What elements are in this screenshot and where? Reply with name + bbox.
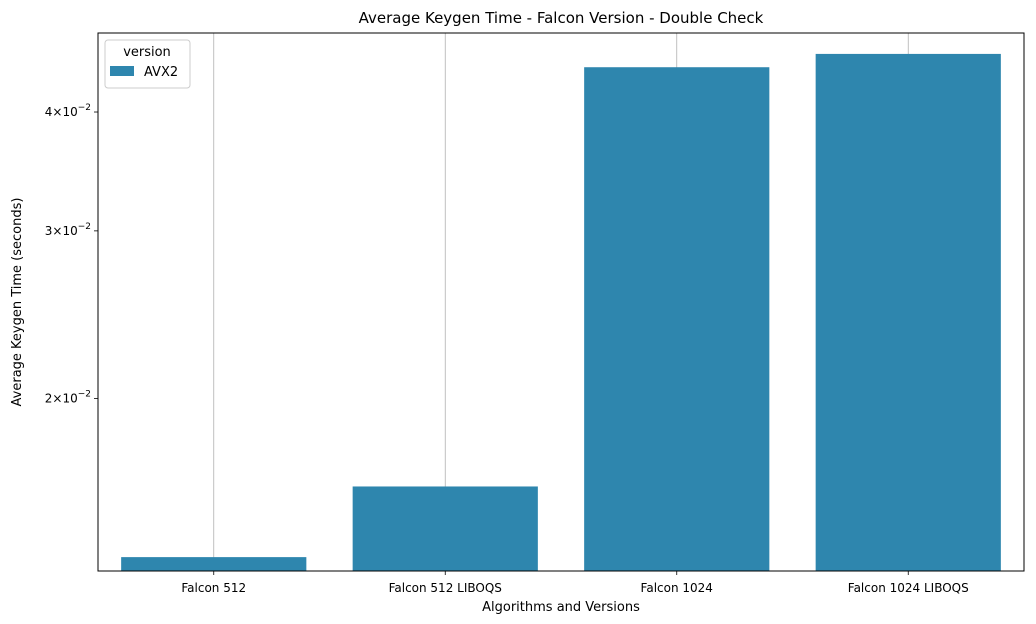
chart-title: Average Keygen Time - Falcon Version - D… (359, 9, 764, 27)
bar (584, 67, 770, 571)
bars (121, 53, 1001, 572)
bar (815, 53, 1001, 572)
legend-swatch (110, 66, 134, 76)
x-tick-label: Falcon 1024 (641, 581, 713, 595)
y-tick-label: 4×10−2 (45, 103, 91, 119)
y-axis-label: Average Keygen Time (seconds) (10, 198, 25, 407)
y-tick-label: 3×10−2 (45, 222, 91, 238)
x-tick-label: Falcon 512 LIBOQS (389, 581, 502, 595)
y-tick-label: 2×10−2 (45, 389, 91, 405)
legend-label: AVX2 (144, 65, 178, 80)
x-tick-label: Falcon 1024 LIBOQS (848, 581, 969, 595)
bar (121, 557, 307, 571)
gridlines (213, 33, 909, 571)
bar (352, 486, 538, 571)
x-axis-label: Algorithms and Versions (482, 600, 640, 615)
legend-title: version (123, 45, 171, 60)
x-tick-label: Falcon 512 (181, 581, 246, 595)
legend: version AVX2 (104, 39, 191, 89)
plot-frame (97, 32, 1025, 572)
y-axis-ticks: 2×10−2 3×10−2 4×10−2 (45, 103, 98, 405)
x-axis-ticks: Falcon 512 Falcon 512 LIBOQS Falcon 1024 Fa… (181, 571, 969, 595)
